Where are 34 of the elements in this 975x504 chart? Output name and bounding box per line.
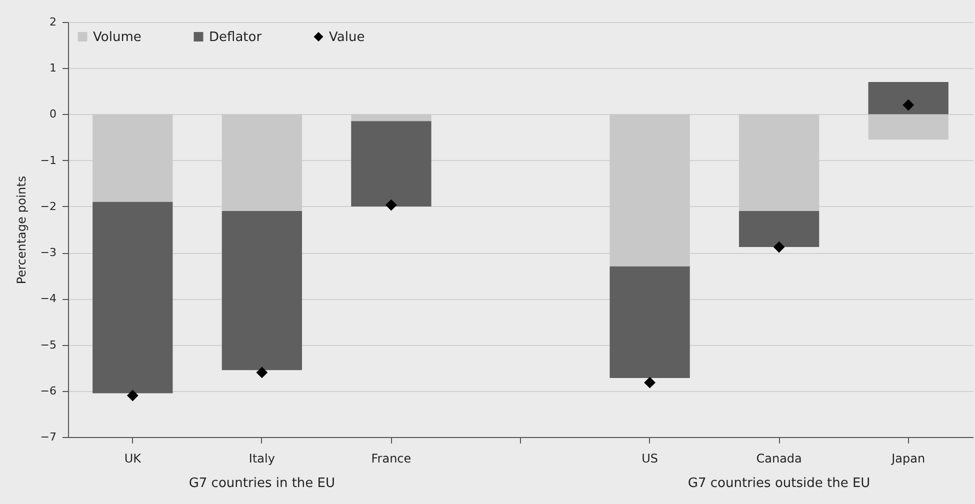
bar bbox=[738, 211, 820, 248]
y-tick-label: −7 bbox=[40, 430, 56, 444]
bar bbox=[222, 211, 302, 370]
bar bbox=[868, 82, 948, 114]
point bbox=[256, 366, 268, 378]
y-tick-label: −1 bbox=[40, 154, 56, 167]
x-tick-label: Italy bbox=[248, 452, 275, 466]
point bbox=[902, 99, 914, 111]
y-tick-label: −5 bbox=[40, 338, 56, 352]
text: G7 countries in the EU bbox=[188, 476, 336, 491]
point bbox=[644, 376, 656, 388]
x-tick-label: US bbox=[642, 452, 658, 466]
y-tick-label: −3 bbox=[40, 246, 56, 260]
x-tick-label: France bbox=[371, 452, 412, 466]
x-tick-label: Japan bbox=[890, 452, 926, 466]
y-tick-label: −6 bbox=[40, 384, 56, 398]
x-tick-label: Canada bbox=[756, 452, 802, 466]
y-tick-label: 1 bbox=[50, 62, 56, 75]
legend-label: Value bbox=[329, 30, 365, 45]
text: G7 countries outside the EU bbox=[688, 476, 870, 491]
bar bbox=[351, 121, 432, 206]
y-tick-label: −2 bbox=[40, 200, 56, 213]
y-tick-label: 2 bbox=[50, 16, 56, 28]
bar bbox=[92, 202, 173, 394]
point bbox=[386, 199, 397, 211]
y-axis-title: Percentage points bbox=[14, 176, 28, 284]
y-tick-label: 0 bbox=[50, 108, 56, 121]
y-tick-label: −4 bbox=[40, 292, 56, 306]
legend-label: Deflator bbox=[209, 30, 262, 45]
bar bbox=[610, 266, 690, 378]
x-tick-label: UK bbox=[124, 452, 142, 466]
point bbox=[773, 241, 785, 253]
point bbox=[126, 390, 138, 402]
legend-label: Volume bbox=[93, 30, 142, 45]
